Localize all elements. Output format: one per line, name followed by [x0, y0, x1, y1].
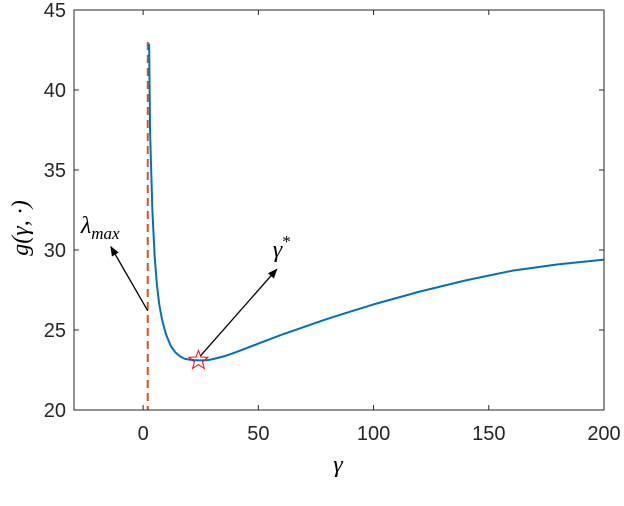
- y-tick-label: 40: [44, 80, 66, 102]
- optimum-star-marker: [187, 348, 210, 370]
- data-layer: λmax γ*: [80, 42, 605, 410]
- y-tick-label: 45: [44, 0, 66, 22]
- ticks-layer: 0 50 100 150 200 20 25 30 35 40 45: [44, 0, 621, 445]
- annotation-label: λmax: [80, 213, 120, 243]
- x-tick-label: 50: [247, 423, 269, 445]
- y-axis-label: g(γ, ·): [8, 200, 34, 255]
- y-tick-label: 20: [44, 400, 66, 422]
- y-tick-label: 35: [44, 160, 66, 182]
- x-tick-label: 150: [472, 423, 505, 445]
- x-tick-label: 100: [357, 423, 390, 445]
- x-axis-label: γ: [333, 452, 343, 478]
- annotation-label: γ*: [273, 232, 291, 263]
- annotation-arrow: [200, 268, 278, 357]
- annotation-arrow: [110, 245, 149, 312]
- series-line: [148, 43, 605, 362]
- y-tick-label: 30: [44, 240, 66, 262]
- x-tick-label: 200: [587, 423, 620, 445]
- axes-box: [73, 9, 605, 411]
- x-tick-label: 0: [138, 423, 149, 445]
- y-tick-label: 25: [44, 320, 66, 342]
